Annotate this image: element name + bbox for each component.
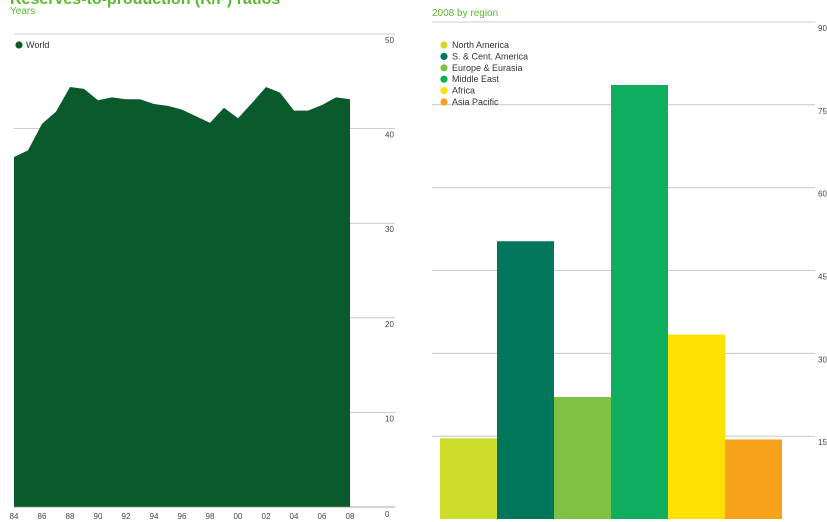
legend-marker <box>440 64 448 72</box>
legend-marker <box>440 87 448 95</box>
y-tick-label: 30 <box>385 225 394 234</box>
bar-s-cent-america <box>497 241 554 519</box>
page-title: Reserves-to-production (R/P) ratios <box>10 0 280 9</box>
y-tick-label: 60 <box>818 190 827 199</box>
legend-label: Middle East <box>452 74 500 84</box>
world-area-series <box>14 86 350 507</box>
x-tick-label: 94 <box>150 512 159 521</box>
y-tick-label: 30 <box>818 355 827 364</box>
x-tick-label: 08 <box>346 512 355 521</box>
y-tick-label: 75 <box>818 107 827 116</box>
bar-europe-eurasia <box>554 396 611 519</box>
bar-asia-pacific <box>725 439 782 519</box>
legend-marker <box>440 52 448 61</box>
legend-marker <box>440 98 448 106</box>
x-tick-label: 84 <box>10 512 19 521</box>
x-tick-label: 04 <box>290 512 299 521</box>
x-tick-label: 92 <box>122 512 131 521</box>
legend-label: S. & Cent. America <box>452 51 528 61</box>
x-tick-label: 00 <box>234 512 243 521</box>
y-tick-label: 15 <box>818 438 827 447</box>
bar-north-america <box>440 438 497 519</box>
x-tick-label: 96 <box>178 512 187 521</box>
legend-marker <box>440 41 448 49</box>
legend-label-world: World <box>26 40 49 50</box>
y-tick-label: 10 <box>385 414 394 423</box>
x-tick-label: 90 <box>94 512 103 521</box>
legend-label: Africa <box>452 86 475 96</box>
x-tick-label: 88 <box>66 512 75 521</box>
legend-label: North America <box>452 40 509 50</box>
world-rp-area-chart: 0 10 20 30 40 50 84 86 88 90 92 94 96 98 00 02 04 06 08 Wor… <box>10 33 395 521</box>
legend-marker <box>440 75 448 83</box>
right-chart-subtitle: 2008 by region <box>432 8 499 19</box>
left-chart-unit-label: Years <box>10 6 36 17</box>
bar-africa <box>668 334 725 519</box>
y-tick-label: 50 <box>385 36 394 45</box>
legend-marker-world <box>15 41 23 49</box>
y-tick-label: 0 <box>385 510 390 519</box>
x-tick-label: 06 <box>318 512 327 521</box>
x-tick-label: 02 <box>262 512 271 521</box>
x-tick-label: 98 <box>206 512 215 521</box>
x-tick-label: 86 <box>38 512 47 521</box>
bar-middle-east <box>611 84 668 519</box>
legend-label: Asia Pacific <box>452 97 499 107</box>
y-tick-label: 45 <box>818 273 827 282</box>
y-tick-label: 20 <box>385 320 394 329</box>
y-tick-label: 90 <box>818 24 827 33</box>
legend-label: Europe & Eurasia <box>452 63 523 73</box>
y-tick-label: 40 <box>385 131 394 140</box>
